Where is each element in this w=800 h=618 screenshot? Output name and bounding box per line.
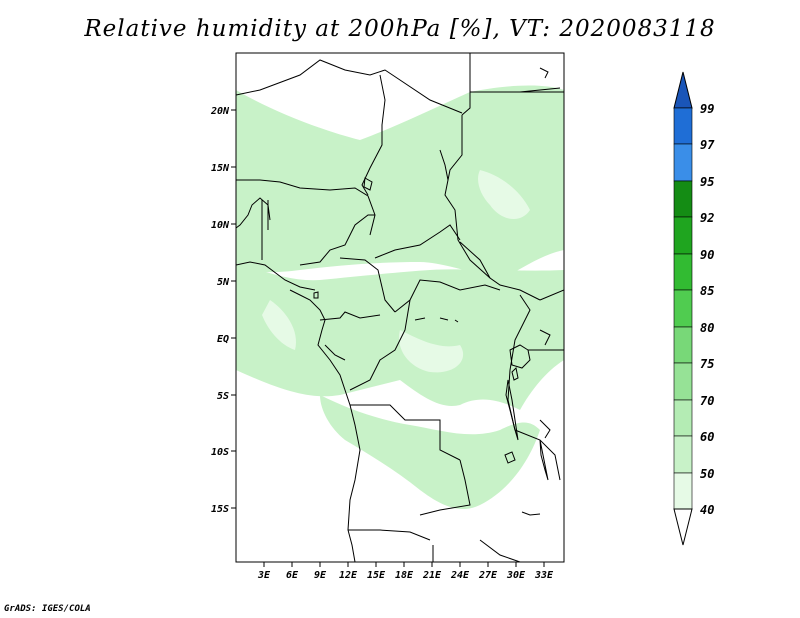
humidity-shading bbox=[236, 85, 564, 510]
colorbar-label-80: 80 bbox=[700, 321, 714, 335]
lake-kivu bbox=[511, 366, 519, 381]
border-sudan-northeast bbox=[519, 87, 561, 93]
colorbar-swatch-60 bbox=[673, 399, 693, 437]
border-car-sudan bbox=[459, 241, 541, 301]
lon-label-18e: 18E bbox=[395, 570, 414, 581]
lat-label-10n: 10N bbox=[211, 220, 230, 231]
border-cameroon-car bbox=[339, 257, 396, 313]
border-nigeria-cameroon bbox=[299, 214, 375, 266]
lat-label-15s: 15S bbox=[211, 504, 229, 515]
colorbar-label-99: 99 bbox=[700, 102, 714, 116]
colorbar-bottom-triangle bbox=[673, 508, 693, 546]
border-southern bbox=[432, 539, 521, 562]
colorbar-swatch-50 bbox=[673, 435, 693, 474]
lat-label-20n: 20N bbox=[210, 106, 230, 117]
border-angola-zambia bbox=[419, 459, 471, 516]
humidity-patch-1 bbox=[399, 330, 464, 373]
colorbar-swatch-75 bbox=[673, 326, 693, 364]
lake-bangweulu bbox=[504, 451, 516, 464]
colorbar-label-92: 92 bbox=[700, 211, 714, 225]
border-congo-coast bbox=[324, 344, 346, 361]
humidity-band-north bbox=[236, 85, 564, 281]
colorbar-swatch-40 bbox=[673, 472, 693, 510]
lat-label-eq: EQ bbox=[217, 334, 229, 345]
colorbar-label-85: 85 bbox=[700, 284, 714, 298]
east-border-north bbox=[539, 67, 549, 79]
bioko-island bbox=[313, 291, 319, 299]
border-angola-drc bbox=[350, 404, 461, 461]
colorbar-label-70: 70 bbox=[700, 394, 714, 408]
boundaries bbox=[236, 53, 564, 562]
lon-label-9e: 9E bbox=[314, 570, 327, 581]
lon-label-6e: 6E bbox=[286, 570, 299, 581]
lat-label-5s: 5S bbox=[217, 391, 229, 402]
map-frame bbox=[235, 52, 565, 563]
border-gabon bbox=[319, 311, 381, 321]
colorbar-swatch-97 bbox=[673, 107, 693, 145]
border-libya-egypt bbox=[461, 53, 471, 116]
lake-malawi bbox=[539, 439, 549, 481]
lon-label-12e: 12E bbox=[339, 570, 358, 581]
lon-label-33e: 33E bbox=[534, 570, 554, 581]
border-niger-chad bbox=[361, 74, 386, 196]
humidity-band-northwest bbox=[236, 92, 290, 131]
colorbar-label-95: 95 bbox=[700, 175, 714, 189]
border-east-africa bbox=[528, 289, 564, 351]
longitude-axis bbox=[263, 562, 545, 567]
colorbar-swatch-80 bbox=[673, 289, 693, 328]
border-mali-niger bbox=[236, 179, 376, 236]
humidity-patch-2 bbox=[478, 170, 530, 220]
colorbar-swatch-90 bbox=[673, 216, 693, 255]
tanzania-coast bbox=[539, 419, 551, 439]
longitude-labels: 3E 6E 9E 12E 15E 18E 21E 24E 27E 30E 33E bbox=[257, 570, 554, 581]
border-west-coast-2 bbox=[236, 261, 316, 291]
border-congo-drc bbox=[349, 299, 411, 391]
coastline-gulf bbox=[289, 289, 361, 562]
lon-label-24e: 24E bbox=[450, 570, 470, 581]
lon-label-21e: 21E bbox=[422, 570, 442, 581]
colorbar-swatch-92 bbox=[673, 180, 693, 218]
colorbar-label-75: 75 bbox=[700, 357, 714, 371]
lon-label-27e: 27E bbox=[478, 570, 498, 581]
border-algeria-niger bbox=[236, 59, 463, 114]
colorbar-label-40: 40 bbox=[700, 503, 714, 517]
colorbar-label-60: 60 bbox=[700, 430, 714, 444]
map-title: Relative humidity at 200hPa [%], VT: 202… bbox=[84, 16, 716, 42]
colorbar-label-97: 97 bbox=[700, 138, 715, 152]
latitude-labels: 20N 15N 10N 5N EQ 5S 10S 15S bbox=[210, 106, 230, 515]
border-west-coast-1 bbox=[236, 197, 271, 229]
colorbar-label-50: 50 bbox=[700, 467, 714, 481]
colorbar-labels: 99 97 95 92 90 85 80 75 70 60 50 40 bbox=[700, 102, 715, 517]
lat-label-15n: 15N bbox=[211, 163, 230, 174]
border-chad-sudan bbox=[444, 115, 491, 279]
colorbar-swatch-95 bbox=[673, 143, 693, 182]
lake-chad bbox=[363, 177, 373, 191]
lat-label-5n: 5N bbox=[217, 277, 230, 288]
border-car-chad bbox=[374, 224, 461, 259]
lake-victoria bbox=[509, 344, 531, 369]
river-congo-islands bbox=[414, 317, 459, 323]
colorbar-swatch-70 bbox=[673, 362, 693, 401]
colorbar-label-90: 90 bbox=[700, 248, 714, 262]
lat-label-10s: 10S bbox=[211, 447, 229, 458]
lon-label-30e: 30E bbox=[506, 570, 526, 581]
latitude-axis bbox=[231, 109, 236, 509]
lon-label-15e: 15E bbox=[367, 570, 386, 581]
colorbar: 99 97 95 92 90 85 80 75 70 60 50 40 bbox=[673, 71, 715, 546]
humidity-patch-3 bbox=[262, 300, 296, 350]
zambia-islands bbox=[521, 511, 541, 516]
colorbar-top-triangle bbox=[673, 71, 693, 109]
colorbar-swatch-85 bbox=[673, 253, 693, 291]
humidity-band-south bbox=[320, 395, 540, 510]
lon-label-3e: 3E bbox=[257, 570, 271, 581]
nile-sudd bbox=[439, 149, 449, 181]
lake-tanganyika bbox=[505, 379, 519, 441]
border-angola-namibia bbox=[348, 529, 431, 541]
grads-credit: GrADS: IGES/COLA bbox=[4, 604, 91, 614]
border-zambia-tanzania bbox=[514, 429, 561, 481]
